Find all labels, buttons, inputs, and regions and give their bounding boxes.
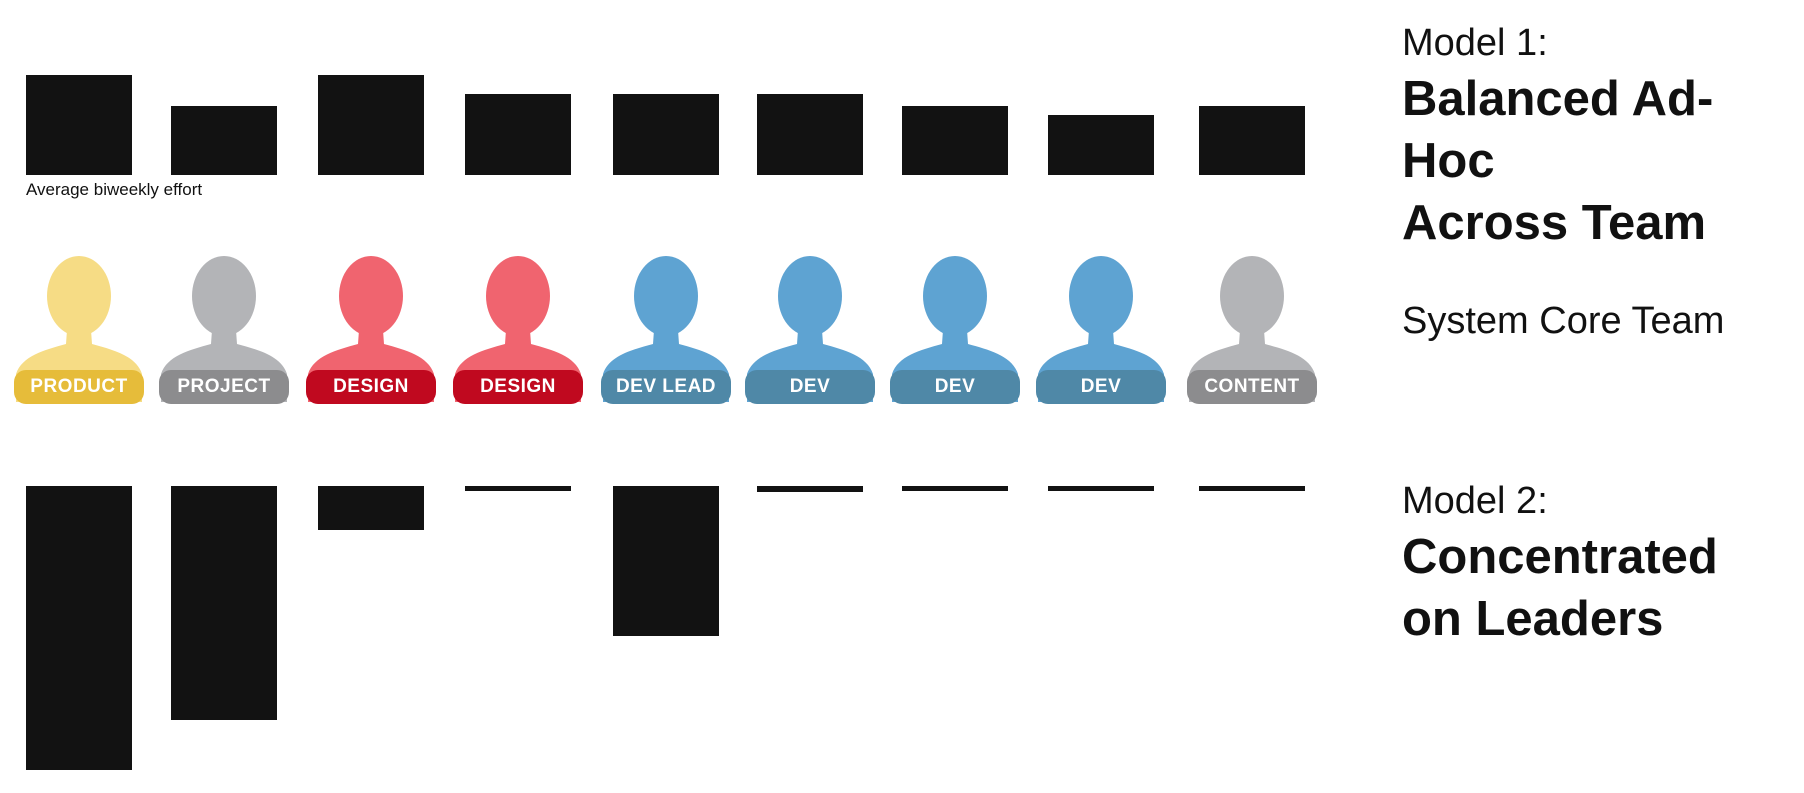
model2-bar [318, 486, 424, 530]
team-member: DEV [745, 252, 875, 404]
role-label: PROJECT [159, 370, 289, 404]
model1-bar [1199, 106, 1305, 175]
model2-bar [171, 486, 277, 720]
role-label: DEV LEAD [601, 370, 731, 404]
team-member: PROJECT [159, 252, 289, 404]
model1-label: Model 1: [1402, 22, 1548, 64]
model1-bar [902, 106, 1008, 175]
team-member: CONTENT [1187, 252, 1317, 404]
model2-title: Concentrated on Leaders [1402, 526, 1718, 650]
model1-title-line2: Across Team [1402, 196, 1707, 250]
role-label: DEV [1036, 370, 1166, 404]
model1-bar [465, 94, 571, 175]
model1-title: Balanced Ad-Hoc Across Team [1402, 68, 1804, 254]
model1-bar [26, 75, 132, 175]
role-label: DEV [745, 370, 875, 404]
model2-bar [26, 486, 132, 770]
role-label: DESIGN [306, 370, 436, 404]
model2-label: Model 2: [1402, 480, 1548, 522]
team-label: System Core Team [1402, 300, 1725, 342]
model2-title-line1: Concentrated [1402, 530, 1718, 584]
team-member: DEV [1036, 252, 1166, 404]
model2-bar [1199, 486, 1305, 491]
team-member: PRODUCT [14, 252, 144, 404]
role-label: PRODUCT [14, 370, 144, 404]
team-member: DESIGN [453, 252, 583, 404]
model1-bar [171, 106, 277, 175]
team-member: DESIGN [306, 252, 436, 404]
role-label: CONTENT [1187, 370, 1317, 404]
model1-bar [757, 94, 863, 175]
model2-bar [902, 486, 1008, 491]
team-member: DEV [890, 252, 1020, 404]
model1-title-line1: Balanced Ad-Hoc [1402, 72, 1714, 188]
model2-title-line2: on Leaders [1402, 592, 1664, 646]
model2-bar [465, 486, 571, 491]
model2-bar [613, 486, 719, 636]
chart-caption: Average biweekly effort [26, 180, 203, 199]
model1-bar [318, 75, 424, 175]
role-label: DEV [890, 370, 1020, 404]
model1-bar [613, 94, 719, 175]
model2-bar [757, 486, 863, 492]
model1-bar [1048, 115, 1154, 175]
model2-bar [1048, 486, 1154, 491]
role-label: DESIGN [453, 370, 583, 404]
team-member: DEV LEAD [601, 252, 731, 404]
